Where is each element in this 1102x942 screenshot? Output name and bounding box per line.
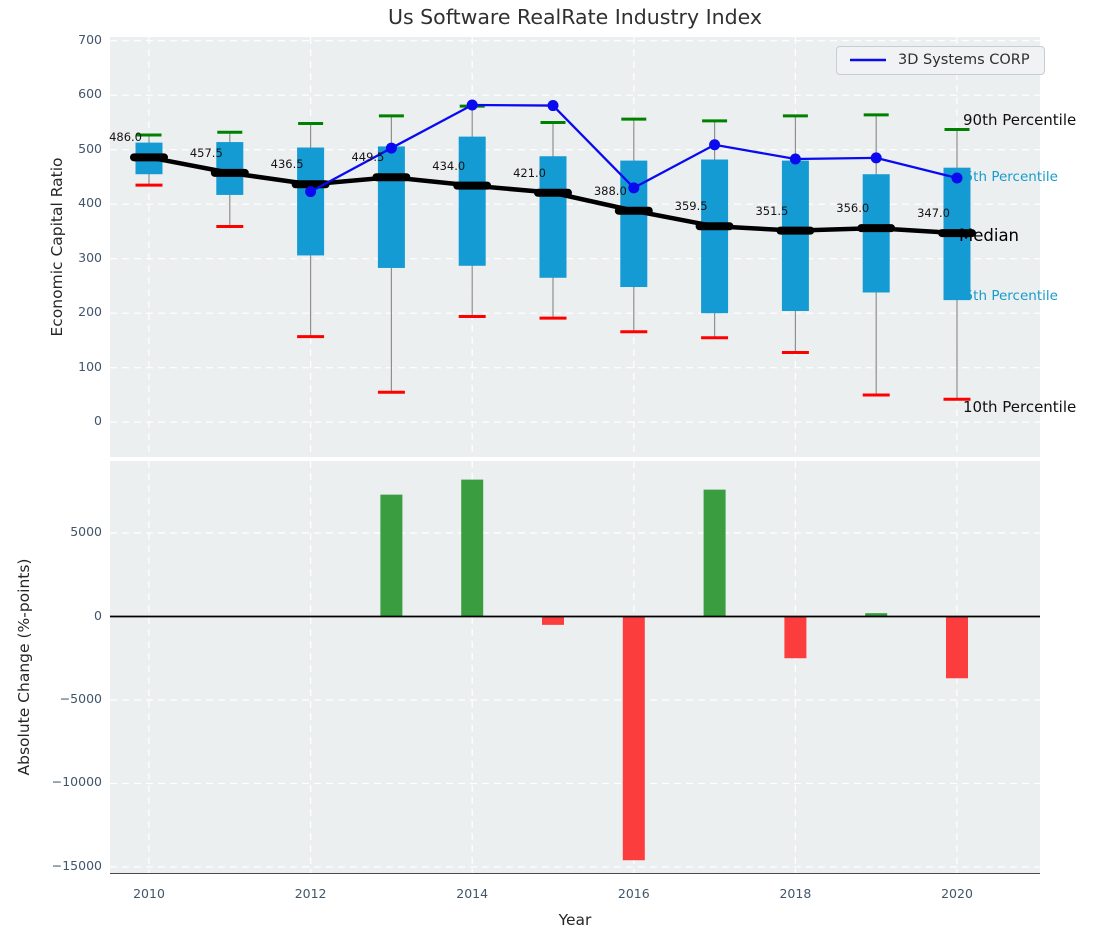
annotation-25th-percentile: 25th Percentile (956, 288, 1058, 304)
iqr-box (781, 160, 809, 312)
median-marker (614, 206, 653, 215)
company-point (870, 152, 882, 164)
ytick-label-top: 100 (78, 358, 102, 374)
iqr-box (539, 156, 567, 278)
annotation-75th-percentile: 75th Percentile (956, 169, 1058, 185)
ytick-label-top: 700 (78, 31, 102, 47)
median-marker (210, 168, 249, 177)
change-bar-negative (784, 616, 807, 659)
median-marker (372, 173, 411, 182)
xtick-label: 2012 (294, 886, 327, 901)
change-bar-positive (865, 613, 888, 617)
company-point (789, 153, 801, 165)
median-value-label: 356.0 (836, 201, 870, 216)
median-marker (857, 224, 896, 233)
median-value-label: 421.0 (513, 165, 546, 180)
median-value-label: 388.0 (593, 183, 627, 198)
median-value-label: 434.0 (432, 158, 466, 173)
ytick-label-top: 600 (78, 86, 102, 102)
xtick-label: 2018 (779, 886, 812, 901)
company-point (628, 182, 640, 194)
iqr-box (862, 174, 890, 293)
change-bar-positive (380, 494, 403, 617)
ytick-label-bottom: −15000 (51, 857, 102, 873)
legend: 3D Systems CORP (836, 46, 1045, 75)
change-bar-negative (542, 616, 564, 625)
change-bar-positive (461, 479, 484, 617)
median-value-label: 486.0 (109, 130, 142, 145)
ytick-label-top: 500 (78, 140, 102, 156)
y-axis-label-bottom: Absolute Change (%-points) (15, 558, 33, 776)
annotation-median: Median (959, 226, 1020, 245)
median-value-label: 457.5 (189, 145, 223, 160)
median-value-label: 449.5 (351, 150, 385, 165)
median-value-label: 347.0 (917, 206, 950, 221)
median-marker (453, 181, 492, 190)
ytick-label-top: 0 (94, 413, 102, 429)
iqr-box (458, 136, 486, 266)
company-point (466, 99, 478, 111)
median-value-label: 436.5 (270, 157, 304, 172)
median-marker (695, 222, 734, 231)
company-point (547, 100, 559, 112)
company-point (709, 139, 721, 151)
change-bar-positive (703, 489, 726, 617)
median-value-label: 359.5 (674, 199, 708, 214)
iqr-box (377, 146, 405, 268)
company-point (951, 172, 963, 184)
xtick-label: 2020 (941, 886, 973, 901)
iqr-box (297, 147, 325, 256)
top-axes-background (110, 37, 1040, 457)
iqr-box (216, 142, 244, 195)
median-marker (776, 226, 815, 235)
ytick-label-bottom: 5000 (70, 524, 102, 540)
ytick-label-top: 200 (78, 304, 102, 320)
ytick-label-bottom: −5000 (59, 690, 102, 706)
annotation-90th-percentile: 90th Percentile (963, 111, 1077, 129)
iqr-box (701, 159, 729, 314)
iqr-box (620, 160, 648, 288)
legend-label: 3D Systems CORP (898, 52, 1030, 68)
company-point (385, 142, 397, 154)
bottom-axes-background (110, 461, 1040, 874)
x-axis-label: Year (558, 911, 592, 929)
change-bar-negative (946, 616, 968, 679)
xtick-label: 2014 (456, 886, 489, 901)
annotation-10th-percentile: 10th Percentile (963, 398, 1077, 416)
xtick-label: 2016 (617, 886, 650, 901)
legend-line-icon (850, 58, 886, 62)
company-point (305, 186, 317, 198)
median-marker (534, 188, 572, 197)
ytick-label-bottom: 0 (94, 607, 102, 623)
median-marker (130, 153, 168, 162)
median-value-label: 351.5 (755, 203, 789, 218)
ytick-label-top: 300 (78, 249, 102, 265)
chart-title: Us Software RealRate Industry Index (387, 5, 763, 29)
ytick-label-top: 400 (78, 195, 102, 211)
xtick-label: 2010 (133, 886, 165, 901)
median-marker (938, 229, 976, 238)
ytick-label-bottom: −10000 (51, 774, 102, 790)
change-bar-negative (622, 616, 645, 861)
